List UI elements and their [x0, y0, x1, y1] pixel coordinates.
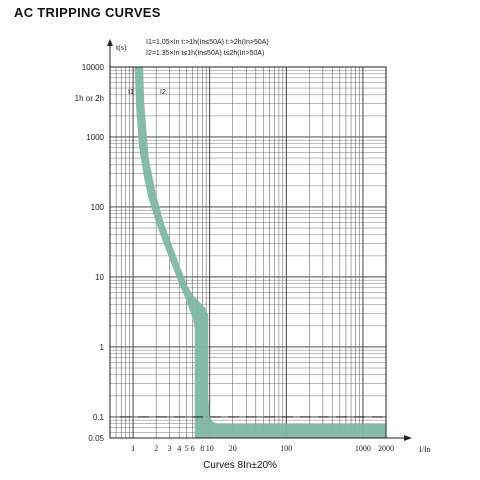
y-tick-label: 100: [91, 203, 105, 212]
definition-note: I2=1.35×In t≤1h(In≤50A) t≤2h(In>50A): [146, 50, 264, 57]
chart-caption: Curves 8In±20%: [203, 460, 277, 471]
x-tick-label: 2000: [378, 444, 394, 453]
y-axis-arrow-icon: [107, 39, 113, 46]
y-tick-label-1h-or-2h: 1h or 2h: [75, 94, 104, 103]
plot-border: [109, 66, 387, 439]
x-tick-label: 3: [168, 444, 172, 453]
y-tick-label: 10000: [82, 63, 105, 72]
x-axis-arrow-icon: [404, 435, 412, 441]
x-tick-label: 1000: [355, 444, 371, 453]
x-tick-label: 4: [177, 444, 181, 453]
chart-title: AC TRIPPING CURVES: [14, 5, 161, 20]
y-axis-label: t(s): [116, 43, 127, 52]
x-tick-label: 6: [191, 444, 195, 453]
definition-note: I1=1.05×In t:>1h(In≤50A) t:>2h(In>50A): [146, 39, 269, 46]
plot-frame: [107, 39, 412, 441]
marker-label-i1: I1: [128, 89, 134, 96]
x-tick-label: 8: [200, 444, 204, 453]
x-tick-label: 20: [229, 444, 237, 453]
x-tick-label: 1: [131, 444, 135, 453]
x-tick-label: 100: [280, 444, 292, 453]
grid: [109, 67, 387, 439]
x-tick-label: 2: [154, 444, 158, 453]
marker-label-i2: I2: [160, 89, 166, 96]
y-tick-label: 1: [100, 343, 105, 352]
y-tick-label: 1000: [86, 133, 104, 142]
y-tick-label: 10: [95, 273, 104, 282]
y-tick-label: 0.05: [88, 434, 104, 443]
x-tick-label: 5: [185, 444, 189, 453]
trip-band: [120, 67, 386, 438]
y-tick-label: 0.1: [93, 413, 105, 422]
trip-band-area: [134, 67, 386, 438]
x-tick-label: 10: [206, 444, 214, 453]
x-axis-label: I/In: [419, 445, 431, 454]
